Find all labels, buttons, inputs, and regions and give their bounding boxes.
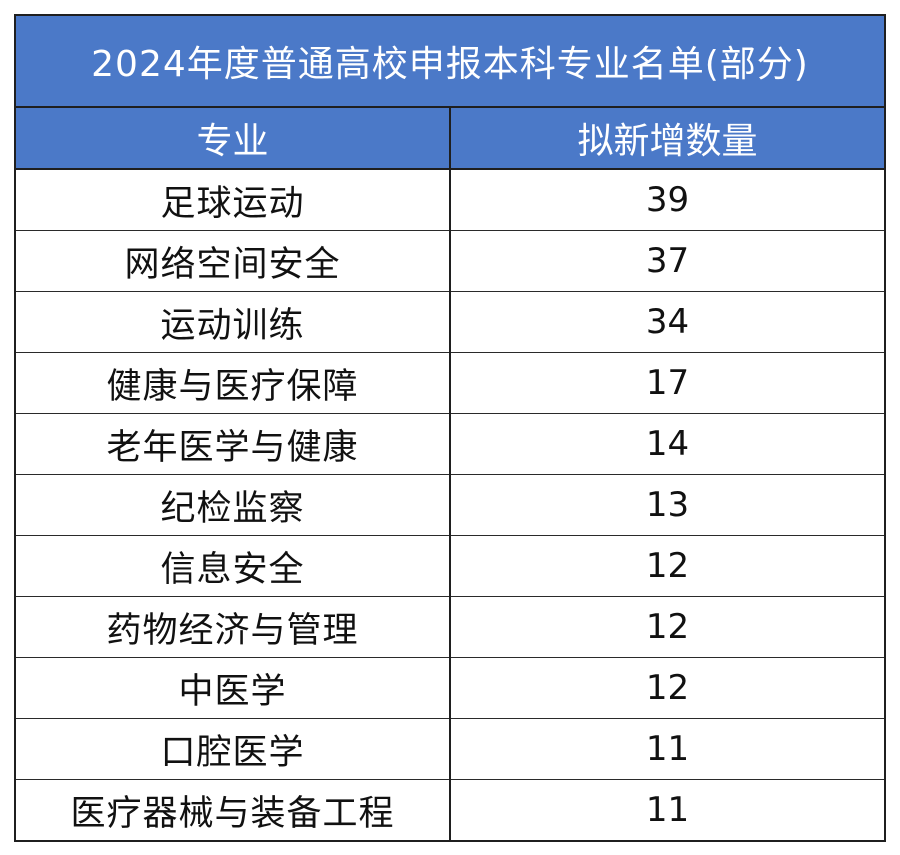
major-cell: 纪检监察 <box>16 474 451 536</box>
count-cell: 17 <box>450 352 884 414</box>
count-cell: 39 <box>645 180 690 220</box>
table-row: 足球运动 39 <box>16 169 884 231</box>
table-row: 健康与医疗保障 17 <box>16 352 884 414</box>
table-row: 信息安全 12 <box>16 535 884 597</box>
major-cell: 运动训练 <box>16 291 451 353</box>
major-cell: 中医学 <box>16 657 451 719</box>
majors-table: 2024年度普通高校申报本科专业名单(部分) 专业 拟新增数量 足球运动 39 … <box>14 14 886 842</box>
major-column-header: 专业 <box>16 108 451 170</box>
major-cell: 口腔医学 <box>16 718 451 780</box>
major-cell: 老年医学与健康 <box>16 413 451 475</box>
table-row: 口腔医学 11 <box>16 718 884 780</box>
table-row: 运动训练 34 <box>16 291 884 353</box>
majors-grid: 专业 拟新增数量 足球运动 39 网络空间安全 37 运动训练 34 健康与医疗… <box>16 108 884 840</box>
major-cell: 健康与医疗保障 <box>16 352 451 414</box>
table-row: 纪检监察 13 <box>16 474 884 536</box>
count-cell: 13 <box>450 474 884 536</box>
count-cell: 12 <box>450 657 884 719</box>
header-row: 专业 拟新增数量 <box>16 108 884 170</box>
count-cell: 14 <box>450 413 884 475</box>
table-row: 医疗器械与装备工程 11 <box>16 779 884 840</box>
count-column-header: 拟新增数量 <box>450 108 884 170</box>
major-cell: 网络空间安全 <box>16 230 451 292</box>
count-cell: 12 <box>450 535 884 597</box>
table-row: 药物经济与管理 12 <box>16 596 884 658</box>
major-cell: 足球运动 <box>16 169 451 231</box>
major-cell: 医疗器械与装备工程 <box>16 779 451 840</box>
table-row: 中医学 12 <box>16 657 884 719</box>
count-cell: 37 <box>450 230 884 292</box>
count-cell: 34 <box>450 291 884 353</box>
major-cell: 药物经济与管理 <box>16 596 451 658</box>
table-row: 老年医学与健康 14 <box>16 413 884 475</box>
count-cell: 12 <box>450 596 884 658</box>
count-cell: 11 <box>450 779 884 840</box>
count-cell: 11 <box>450 718 884 780</box>
table-title: 2024年度普通高校申报本科专业名单(部分) <box>16 16 884 108</box>
table-row: 网络空间安全 37 <box>16 230 884 292</box>
major-cell: 信息安全 <box>16 535 451 597</box>
